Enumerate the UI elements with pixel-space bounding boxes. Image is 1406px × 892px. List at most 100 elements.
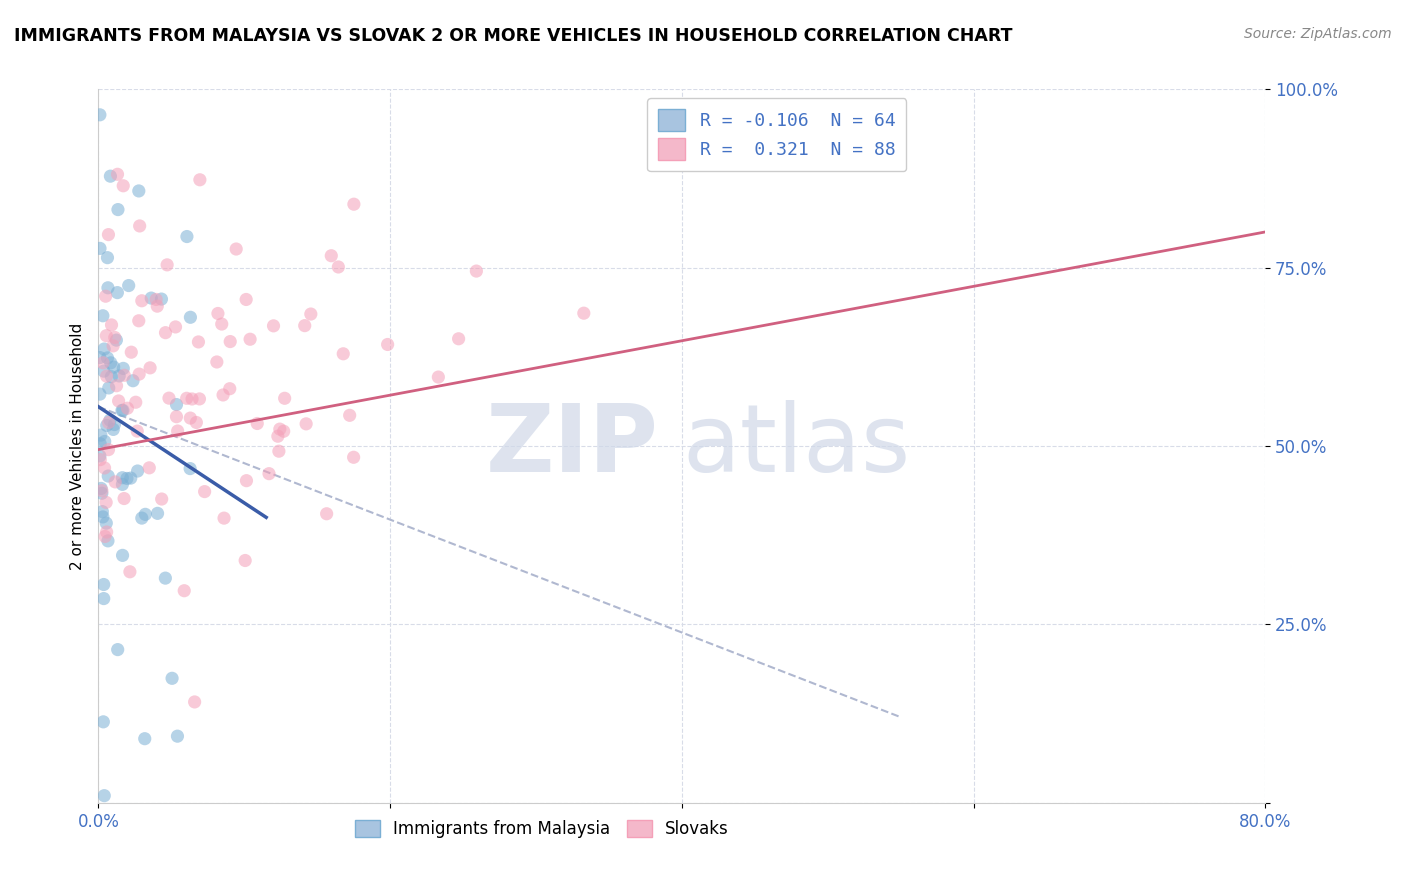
Text: Source: ZipAtlas.com: Source: ZipAtlas.com (1244, 27, 1392, 41)
Point (120, 345, 142, 359)
Point (150, 292, 173, 306)
Point (96, 328, 118, 343)
Point (155, 571, 177, 585)
Point (295, 417, 318, 431)
Point (343, 450, 366, 465)
Point (139, 360, 162, 375)
Point (179, 310, 201, 325)
Point (157, 391, 180, 405)
Point (89, 452, 111, 467)
Point (122, 374, 145, 388)
Point (127, 424, 149, 438)
Point (447, 332, 470, 346)
Point (179, 461, 201, 475)
Point (94, 529, 117, 543)
Point (111, 471, 134, 485)
Point (111, 477, 134, 491)
Point (105, 285, 128, 300)
Point (166, 409, 188, 424)
Point (165, 320, 187, 334)
Point (128, 367, 150, 381)
Point (97, 227, 120, 242)
Point (183, 695, 205, 709)
Point (89, 387, 111, 401)
Point (315, 507, 337, 521)
Point (125, 395, 148, 409)
Point (188, 173, 211, 187)
Point (146, 507, 169, 521)
Point (332, 347, 354, 361)
Point (90, 486, 112, 500)
Point (257, 467, 280, 481)
Point (107, 642, 129, 657)
Point (90, 428, 112, 442)
Point (233, 553, 256, 567)
Point (97, 469, 120, 483)
Point (118, 278, 141, 293)
Point (107, 202, 129, 217)
Point (146, 299, 169, 313)
Point (299, 307, 322, 321)
Point (103, 422, 125, 436)
Point (194, 484, 217, 499)
Point (104, 475, 127, 489)
Point (343, 197, 366, 211)
Point (111, 403, 134, 417)
Point (465, 264, 488, 278)
Point (150, 491, 173, 506)
Point (120, 471, 142, 485)
Point (93, 364, 115, 378)
Point (572, 306, 595, 320)
Point (103, 417, 125, 432)
Point (212, 511, 235, 525)
Point (97, 442, 120, 457)
Point (273, 392, 295, 406)
Text: atlas: atlas (682, 400, 910, 492)
Point (160, 671, 183, 685)
Point (91, 510, 114, 524)
Point (141, 291, 163, 305)
Point (181, 392, 204, 406)
Point (89, 351, 111, 365)
Point (205, 355, 228, 369)
Point (89, 241, 111, 255)
Point (96, 418, 118, 433)
Point (219, 334, 242, 349)
Point (100, 369, 122, 384)
Point (97, 416, 120, 430)
Point (207, 306, 229, 320)
Point (269, 422, 291, 436)
Point (100, 318, 122, 332)
Point (117, 401, 139, 416)
Point (212, 388, 235, 402)
Point (103, 360, 125, 375)
Point (96, 524, 118, 539)
Point (188, 392, 211, 406)
Point (93, 434, 115, 449)
Point (97, 533, 120, 548)
Point (112, 491, 135, 506)
Point (134, 508, 156, 522)
Point (166, 424, 188, 438)
Point (108, 368, 131, 383)
Point (134, 731, 156, 746)
Point (267, 429, 290, 443)
Point (225, 242, 247, 256)
Text: ZIP: ZIP (485, 400, 658, 492)
Point (235, 293, 257, 307)
Point (166, 398, 188, 412)
Point (112, 178, 135, 193)
Point (93, 591, 115, 606)
Point (211, 317, 233, 331)
Point (328, 260, 350, 274)
Point (128, 219, 150, 233)
Point (93, 789, 115, 803)
Point (91, 714, 114, 729)
Point (105, 333, 128, 347)
Point (107, 167, 129, 181)
Point (263, 318, 285, 333)
Point (101, 339, 124, 353)
Point (128, 314, 150, 328)
Text: IMMIGRANTS FROM MALAYSIA VS SLOVAK 2 OR MORE VEHICLES IN HOUSEHOLD CORRELATION C: IMMIGRANTS FROM MALAYSIA VS SLOVAK 2 OR … (14, 27, 1012, 45)
Legend: Immigrants from Malaysia, Slovaks: Immigrants from Malaysia, Slovaks (349, 813, 735, 845)
